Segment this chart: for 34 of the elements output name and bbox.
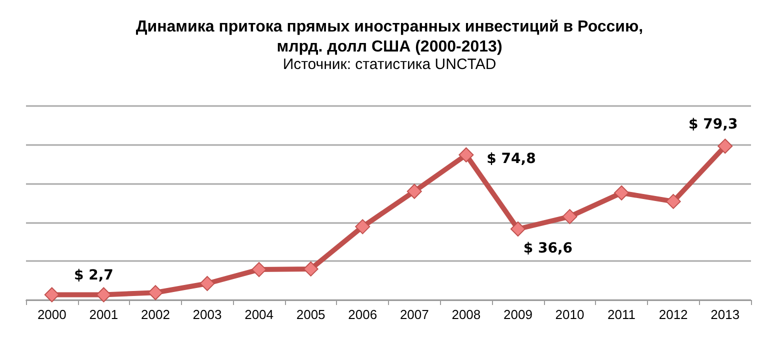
point [303, 261, 318, 276]
point [252, 262, 267, 278]
x-tick-label: 2011 [608, 307, 636, 322]
chart-title: Динамика притока прямых иностранных инвестиций в Россию, млрд. долл США (2000-2013) [136, 18, 644, 56]
point [614, 185, 630, 200]
x-tick-label: 2005 [296, 307, 326, 322]
x-tick-label: 2006 [348, 307, 378, 322]
point [406, 184, 422, 199]
point [96, 287, 112, 302]
point [562, 209, 578, 224]
data-label: $ 36,6 [523, 240, 573, 256]
point [666, 194, 681, 209]
x-tick-label: 2009 [504, 307, 532, 322]
x-tick-label: 2012 [658, 307, 688, 322]
data-label: $ 2,7 [74, 267, 114, 284]
chart-subtitle: Источник: статистика UNCTAD [282, 56, 496, 73]
point [148, 285, 163, 300]
x-tick-label: 2000 [37, 307, 66, 322]
x-tick-label: 2002 [141, 307, 170, 322]
point [355, 219, 370, 234]
point [718, 138, 733, 154]
x-tick-label: 2013 [710, 307, 740, 322]
point [44, 287, 60, 302]
data-label: $ 74,8 [486, 150, 536, 167]
x-tick-label: 2010 [555, 307, 584, 322]
x-tick-label: 2004 [244, 307, 274, 322]
x-tick-label: 2007 [400, 307, 429, 322]
x-tick-label: 2001 [89, 307, 118, 322]
point [200, 276, 215, 292]
x-tick-label: 2008 [452, 307, 481, 322]
x-tick-label: 2003 [192, 307, 222, 322]
data-label: $ 79,3 [688, 116, 738, 133]
point [510, 221, 526, 236]
point [458, 147, 474, 162]
